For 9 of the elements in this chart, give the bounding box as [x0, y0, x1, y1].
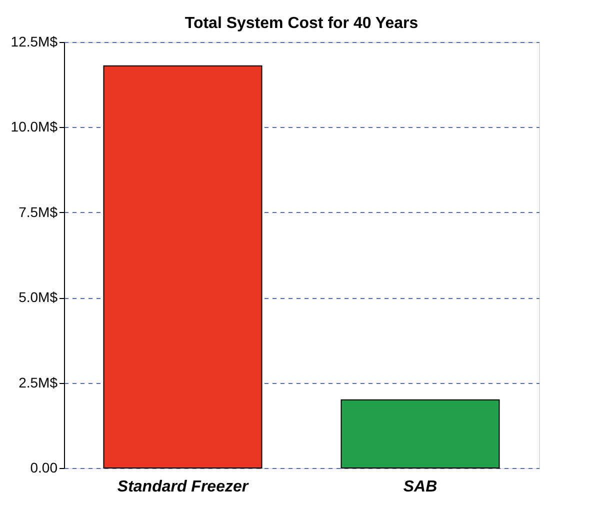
- x-tick-label: SAB: [403, 478, 438, 496]
- y-tick-label: 12.5M$: [10, 34, 58, 50]
- y-tick-label: 7.5M$: [18, 204, 58, 220]
- y-tick-label: 2.5M$: [18, 374, 58, 390]
- x-tick-label: Standard Freezer: [117, 478, 249, 496]
- chart-title: Total System Cost for 40 Years: [184, 15, 418, 32]
- y-tick-label: 0.00: [30, 460, 58, 476]
- y-tick-label: 10.0M$: [10, 118, 58, 135]
- y-tick-label: 5.0M$: [18, 289, 58, 306]
